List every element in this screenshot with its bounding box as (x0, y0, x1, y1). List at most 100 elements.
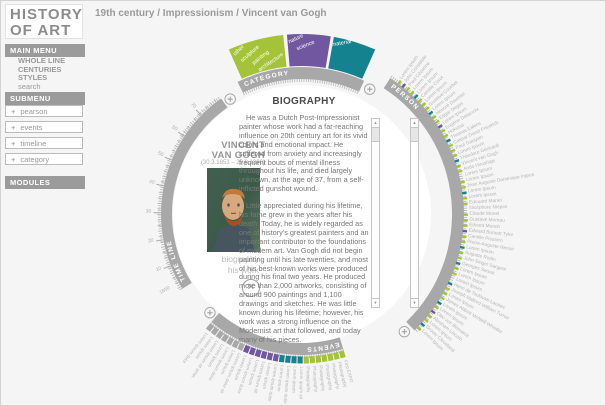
person-name-label[interactable]: Lorem Ipsum (468, 191, 496, 200)
menu-item-search[interactable]: search (18, 81, 41, 91)
person-category-tick (431, 114, 437, 120)
person-category-tick (448, 143, 454, 148)
person-zoom-button[interactable] (398, 326, 411, 338)
timeline-minor-tick (171, 149, 176, 152)
event-label[interactable]: Photography (331, 363, 341, 390)
timeline-minor-tick (183, 130, 187, 134)
person-category-tick (433, 305, 439, 310)
person-category-tick (423, 318, 429, 323)
event-label[interactable]: Lorem ipsum (262, 363, 273, 390)
event-label[interactable]: Photography (312, 366, 319, 393)
person-name-label[interactable]: Lorem Ipsum (465, 172, 494, 183)
event-block-purple (254, 349, 262, 358)
timeline-minor-tick (205, 105, 208, 109)
timeline-zoom-button[interactable] (224, 93, 236, 105)
biography-link[interactable]: biography (221, 254, 259, 264)
category-item-label[interactable]: material (331, 39, 352, 48)
event-block-teal (297, 356, 303, 364)
event-label[interactable]: Lorem ipsum (276, 365, 285, 392)
biography-paragraph-1: He was a Dutch Post-Impressionist painte… (239, 113, 368, 194)
event-label[interactable]: Photography (305, 366, 311, 393)
timeline-minor-tick (169, 154, 173, 157)
person-category-tick (436, 300, 443, 306)
event-block-green (321, 354, 328, 363)
timeline-start-year: 1850 (159, 285, 172, 296)
event-block-purple (266, 352, 274, 361)
scroll-up-icon[interactable]: ▲ (411, 119, 418, 128)
person-name-label[interactable]: Edward Burnett Tylor (468, 228, 513, 239)
submenu-category-button[interactable]: + category (5, 153, 83, 165)
event-label[interactable]: Photography (337, 361, 348, 388)
person-category-tick (458, 251, 464, 255)
event-label[interactable]: Photography (324, 364, 333, 391)
timeline-minor-tick (209, 102, 213, 106)
person-name-label[interactable]: Gustave Moreau (469, 216, 505, 223)
timeline-minor-tick (213, 98, 217, 102)
event-label[interactable]: Lorem ipsum dolor (283, 366, 292, 405)
scrollbar-thumb[interactable] (372, 128, 379, 142)
timeline-major-tick (155, 239, 163, 242)
timeline-minor-tick (201, 109, 204, 113)
menu-item-whole-line[interactable]: WHOLE LINE (18, 56, 66, 65)
person-category-tick (461, 185, 466, 189)
menu-item-centuries[interactable]: CENTURIES (18, 64, 62, 74)
person-list-scrollbar[interactable]: ▲ ▼ (410, 118, 419, 308)
person-name-label[interactable]: Lorem Ipsum (468, 185, 497, 195)
person-category-tick (450, 148, 456, 153)
close-icon[interactable]: ✕ (242, 279, 260, 297)
event-block-purple (272, 353, 279, 362)
event-label[interactable]: First EXPO (343, 359, 354, 383)
event-block-green (333, 351, 340, 360)
event-label[interactable]: Lorem ipsum sit (299, 366, 304, 399)
timeline-major-tick (177, 131, 185, 137)
person-category-tick (427, 313, 433, 319)
plus-icon: + (11, 107, 16, 116)
scroll-up-icon[interactable]: ▲ (372, 119, 379, 128)
timeline-minor-tick (179, 135, 184, 138)
app-logo[interactable]: HISTORY OF ART (5, 4, 83, 39)
category-zoom-button[interactable] (364, 83, 376, 95)
event-block-purple (260, 350, 268, 360)
person-name-label[interactable]: Edouard Manet (469, 197, 503, 205)
scroll-down-icon[interactable]: ▼ (411, 298, 418, 305)
scrollbar-thumb[interactable] (411, 128, 418, 142)
submenu-pearson-button[interactable]: + pearson (5, 105, 83, 117)
person-category-tick (439, 296, 445, 301)
plus-icon: + (11, 123, 16, 132)
artist-portrait (207, 168, 260, 252)
biography-scrollbar[interactable]: ▲ ▼ (371, 118, 380, 308)
event-label[interactable]: Lorem ipsum dolor (267, 364, 279, 403)
submenu-events-button[interactable]: + events (5, 121, 83, 133)
biography-panel: BIOGRAPHY He was a Dutch Post-Impression… (239, 96, 369, 353)
biography-paragraph-2: Little appreciated during his lifetime, … (239, 201, 369, 344)
person-category-tick (417, 98, 423, 103)
submenu-timeline-button[interactable]: + timeline (5, 137, 83, 149)
submenu-header: SUBMENU (5, 92, 85, 105)
event-block-green (315, 355, 322, 363)
person-category-tick (447, 281, 453, 286)
menu-item-styles[interactable]: STYLES (18, 73, 48, 82)
person-category-tick (461, 191, 467, 195)
his-work-link[interactable]: his work (227, 265, 259, 275)
person-category-tick (451, 271, 457, 276)
category-segment-teal (328, 36, 376, 79)
person-name-label[interactable]: Camille Pissarro (468, 233, 504, 244)
person-name-label[interactable]: Nicéphore Niépce (469, 204, 508, 211)
person-category-tick (401, 83, 407, 89)
events-zoom-button[interactable] (204, 307, 216, 319)
person-band (383, 78, 465, 331)
person-name-label[interactable]: Claude Monet (469, 211, 500, 217)
person-category-tick (442, 291, 448, 296)
event-block-purple (242, 344, 251, 354)
tick-teeth (209, 322, 345, 358)
scroll-down-icon[interactable]: ▼ (372, 298, 379, 305)
timeline-tick-label: 10 (155, 265, 163, 273)
person-name-label[interactable]: Edvard Munch (469, 222, 501, 230)
event-label[interactable]: Lorem ipsum (291, 366, 297, 393)
timeline-minor-tick (193, 117, 197, 121)
event-label[interactable]: Photography (318, 365, 326, 392)
person-category-tick (420, 322, 426, 327)
timeline-minor-tick (174, 281, 179, 285)
submenu-pearson-label: pearson (20, 107, 48, 116)
person-name-label[interactable]: Lorem Ipsum (466, 244, 495, 256)
